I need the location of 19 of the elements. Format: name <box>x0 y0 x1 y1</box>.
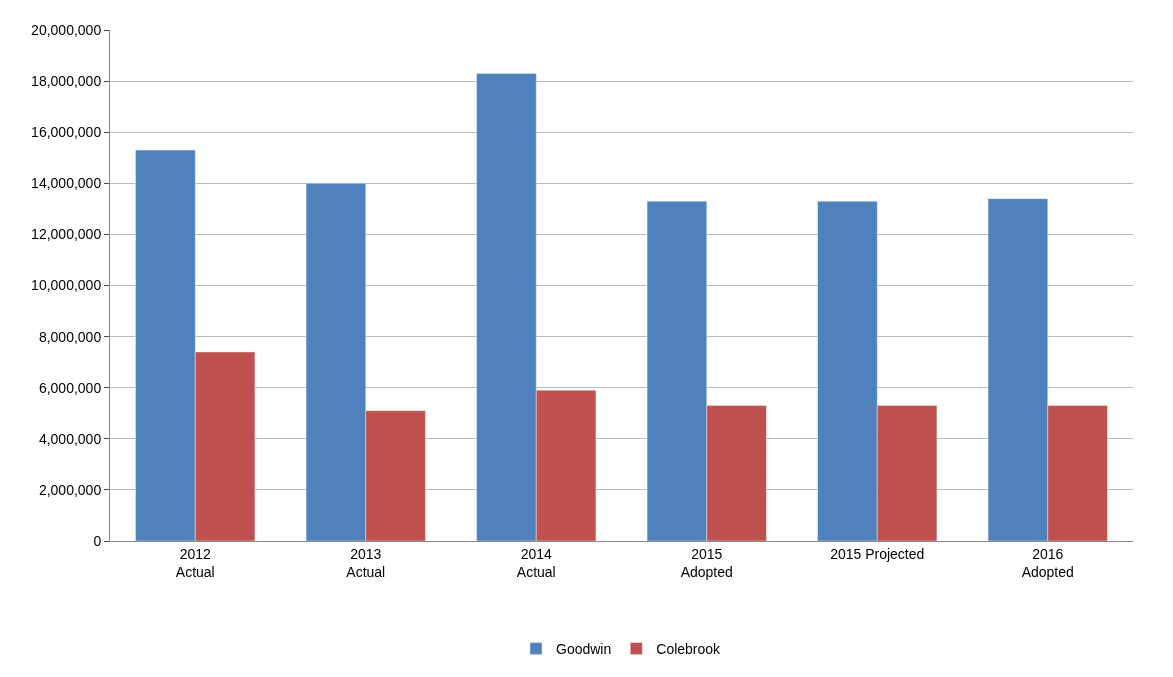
y-tick-label: 8,000,000 <box>38 328 102 345</box>
y-tick-label: 16,000,000 <box>31 124 102 141</box>
x-tick-label: 2014 Actual <box>516 545 556 580</box>
y-tick-label: 14,000,000 <box>31 175 102 192</box>
y-tick-label: 6,000,000 <box>38 379 102 396</box>
legend-label: Goodwin <box>556 641 612 658</box>
x-tick-label: 2016 Adopted <box>1021 545 1074 580</box>
x-tick-label: 2015 Adopted <box>680 545 733 580</box>
y-tick-label: 4,000,000 <box>38 430 102 447</box>
y-tick-label: 2,000,000 <box>38 481 102 498</box>
y-tick-label: 20,000,000 <box>31 21 102 38</box>
x-tick-label: 2012 Actual <box>175 545 215 580</box>
x-tick-label: 2013 Actual <box>346 545 386 580</box>
x-tick-label: 2015 Projected <box>830 545 925 562</box>
y-tick-label: 10,000,000 <box>31 277 102 294</box>
legend-label: Colebrook <box>656 641 722 658</box>
y-tick-label: 18,000,000 <box>31 73 102 89</box>
y-tick-label: 12,000,000 <box>31 226 102 243</box>
y-tick-label: 0 <box>93 532 102 549</box>
